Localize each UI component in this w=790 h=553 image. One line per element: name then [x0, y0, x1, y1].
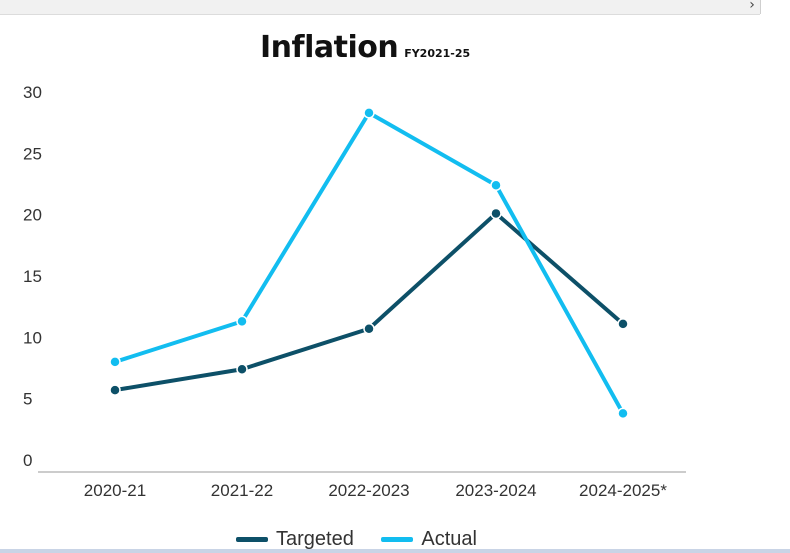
chart-subtitle: FY2021-25: [404, 47, 471, 60]
chevron-right-icon[interactable]: ›: [749, 0, 755, 13]
series-line-actual: [113, 110, 625, 416]
top-scroll-bar[interactable]: ›: [0, 0, 760, 15]
data-point-actual: [490, 179, 502, 191]
data-point-targeted: [236, 363, 248, 375]
data-point-actual: [363, 107, 375, 119]
data-point-targeted: [363, 322, 375, 335]
series-line-targeted: [113, 211, 625, 393]
chart-legend: Targeted Actual: [236, 528, 499, 551]
data-point-targeted: [109, 384, 121, 396]
y-tick-label: 5: [23, 390, 32, 409]
chart-title: Inflation: [260, 30, 399, 65]
y-tick-label: 30: [23, 83, 42, 102]
y-tick-label: 0: [23, 451, 32, 470]
chart-title-block: Inflation FY2021-25: [260, 30, 470, 65]
data-point-actual: [617, 407, 629, 420]
x-tick-label: 2020-21: [84, 481, 146, 500]
legend-item-targeted[interactable]: Targeted: [236, 528, 354, 551]
y-tick-label: 20: [23, 206, 42, 225]
y-tick-label: 25: [23, 144, 42, 163]
y-tick-label: 15: [23, 267, 42, 286]
data-point-targeted: [490, 207, 502, 220]
y-tick-label: 10: [23, 328, 42, 347]
window-edge: [760, 0, 761, 14]
data-point-actual: [236, 315, 248, 328]
x-tick-label: 2023-2024: [455, 481, 536, 500]
x-tick-label: 2021-22: [211, 481, 273, 500]
legend-label-targeted: Targeted: [276, 528, 354, 550]
x-tick-label: 2024-2025*: [579, 481, 667, 500]
bottom-window-border: [0, 549, 790, 553]
x-tick-label: 2022-2023: [328, 481, 409, 500]
legend-label-actual: Actual: [421, 528, 477, 550]
data-point-targeted: [617, 318, 629, 330]
data-point-actual: [109, 356, 121, 368]
legend-swatch-actual: [381, 537, 414, 543]
legend-item-actual[interactable]: Actual: [381, 528, 477, 551]
legend-swatch-targeted: [236, 537, 268, 543]
